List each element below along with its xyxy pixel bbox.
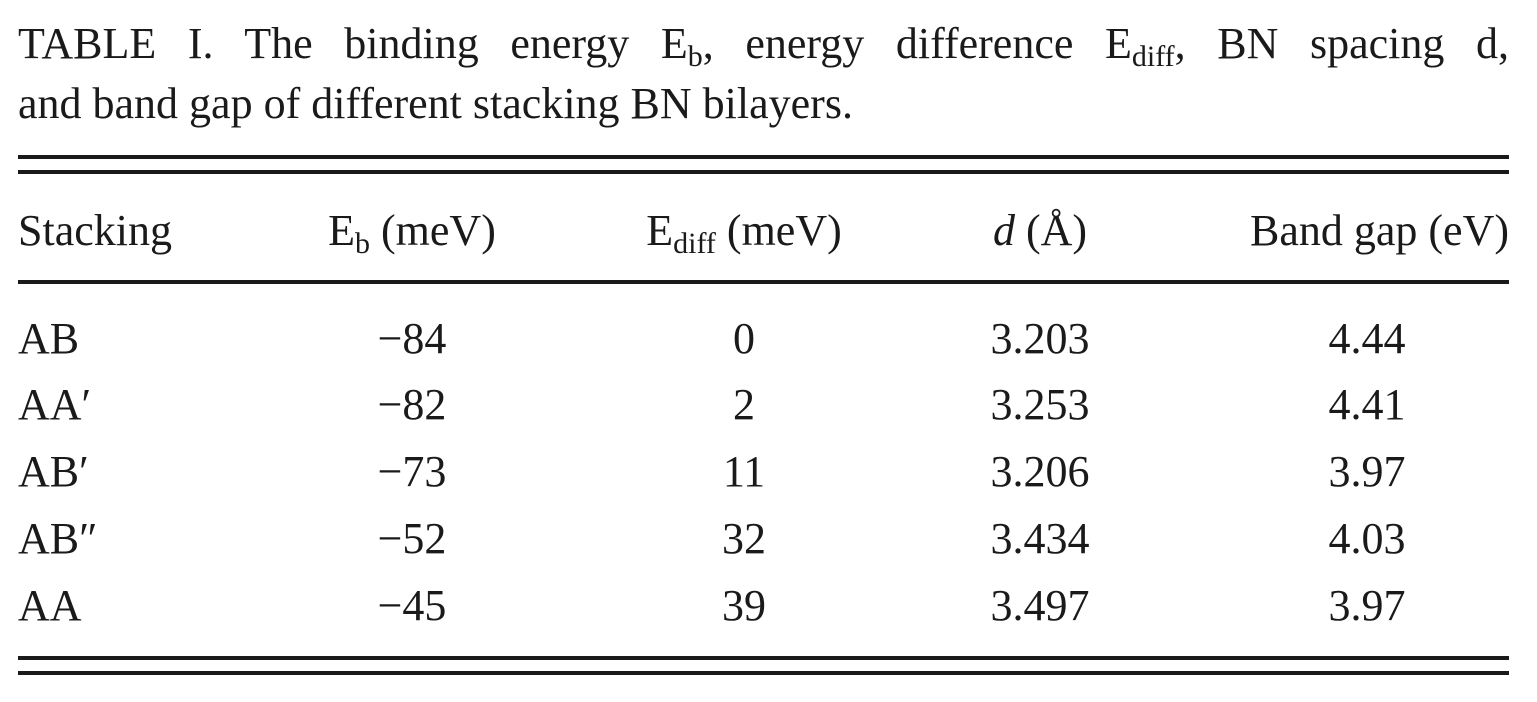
header-d: d (Å) [993,206,1087,256]
table-cell-d: 3.203 [990,314,1090,363]
table-cell-gap: 4.03 [1328,514,1406,563]
caption-sub-b: b [687,40,703,73]
table-cell-stacking: AA′ [18,380,92,429]
table-cell-ediff: 11 [722,447,766,496]
table-cell-eb: −73 [377,447,447,496]
caption-text-a: TABLE I. The binding energy E [18,19,688,68]
table-cell-eb: −82 [377,380,447,429]
table-cell-gap: 4.44 [1328,314,1406,363]
table-cell-stacking: AB′ [18,447,89,496]
table-cell-ediff: 39 [722,581,766,630]
table-cell-eb: −84 [377,314,447,363]
table-cell-stacking: AB″ [18,514,98,563]
bottom-rule-1 [18,656,1509,660]
table-cell-stacking: AA [18,581,82,630]
table-cell-eb: −52 [377,514,447,563]
caption-line-2: and band gap of different stacking BN bi… [18,79,853,128]
table-cell-d: 3.434 [990,514,1090,563]
table-cell-ediff: 0 [733,314,755,363]
header-d-unit: (Å) [1014,206,1088,255]
header-ediff-unit: (meV) [715,206,842,255]
caption-text-c: , BN spacing d, [1174,19,1509,68]
top-rule-2 [18,170,1509,174]
table-cell-gap: 4.41 [1328,380,1406,429]
header-ediff-main: E [646,206,674,255]
table-cell-stacking: AB [18,314,80,363]
bottom-rule-2 [18,671,1509,675]
header-eb-sub: b [355,227,371,260]
table-caption: TABLE I. The binding energy Eb, energy d… [18,14,1513,134]
caption-sub-diff: diff [1131,40,1175,73]
caption-text-b: , energy difference E [702,19,1132,68]
table-cell-gap: 3.97 [1328,581,1406,630]
header-stacking: Stacking [18,206,172,255]
header-eb: Eb (meV) [328,206,496,259]
header-rule [18,280,1509,284]
table-cell-gap: 3.97 [1328,447,1406,496]
header-ediff-sub: diff [673,227,716,260]
header-eb-main: E [328,206,356,255]
header-d-main: d [992,206,1015,255]
table-cell-ediff: 32 [722,514,766,563]
table-cell-d: 3.206 [990,447,1090,496]
caption-line-1: TABLE I. The binding energy Eb, energy d… [18,14,1509,74]
table-cell-d: 3.253 [990,380,1090,429]
table-cell-eb: −45 [377,581,447,630]
top-rule-1 [18,155,1509,159]
header-ediff: Ediff (meV) [646,206,842,259]
header-band-gap: Band gap (eV) [1249,206,1509,255]
table-cell-d: 3.497 [990,581,1090,630]
header-eb-unit: (meV) [370,206,496,255]
table-cell-ediff: 2 [733,380,755,429]
